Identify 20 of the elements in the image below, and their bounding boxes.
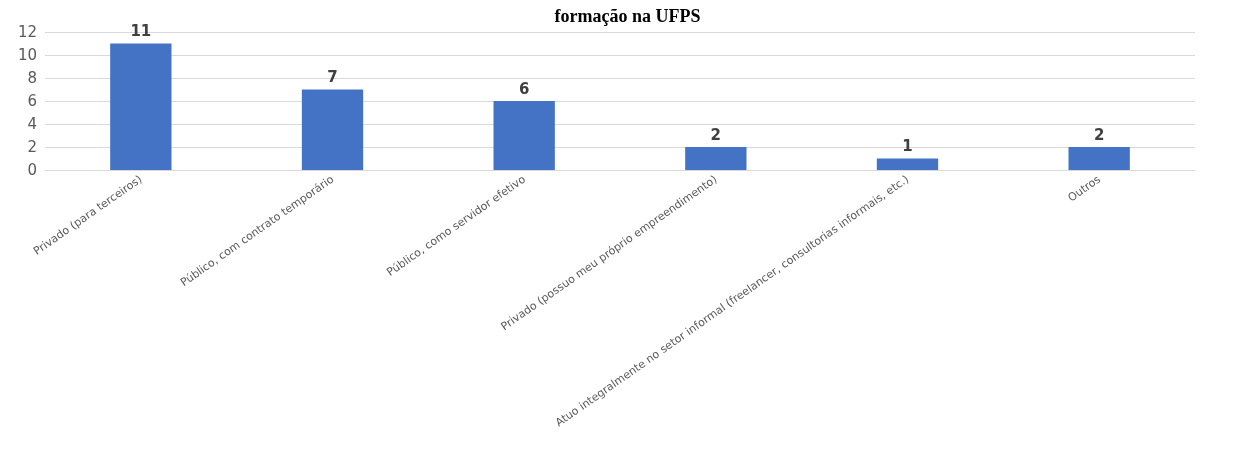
y-tick-label: 0 [27, 161, 37, 179]
chart-title: formação na UFPS [554, 6, 701, 26]
bar [685, 147, 747, 170]
data-label: 6 [518, 79, 530, 98]
y-tick-label: 2 [27, 138, 37, 156]
bar [876, 158, 939, 170]
y-tick-label: 10 [17, 46, 37, 64]
data-label: 7 [327, 68, 338, 86]
bar [493, 101, 555, 170]
y-tick-label: 12 [17, 23, 37, 41]
y-tick-label: 8 [27, 69, 37, 87]
bar [110, 43, 172, 170]
data-label: 1 [902, 137, 913, 155]
data-label: 11 [130, 22, 152, 40]
data-label: 2 [1093, 125, 1105, 144]
bar [1068, 147, 1130, 170]
y-tick-label: 4 [27, 115, 37, 133]
data-label: 2 [710, 125, 722, 144]
bar [301, 89, 364, 170]
y-tick-label: 6 [27, 92, 37, 110]
